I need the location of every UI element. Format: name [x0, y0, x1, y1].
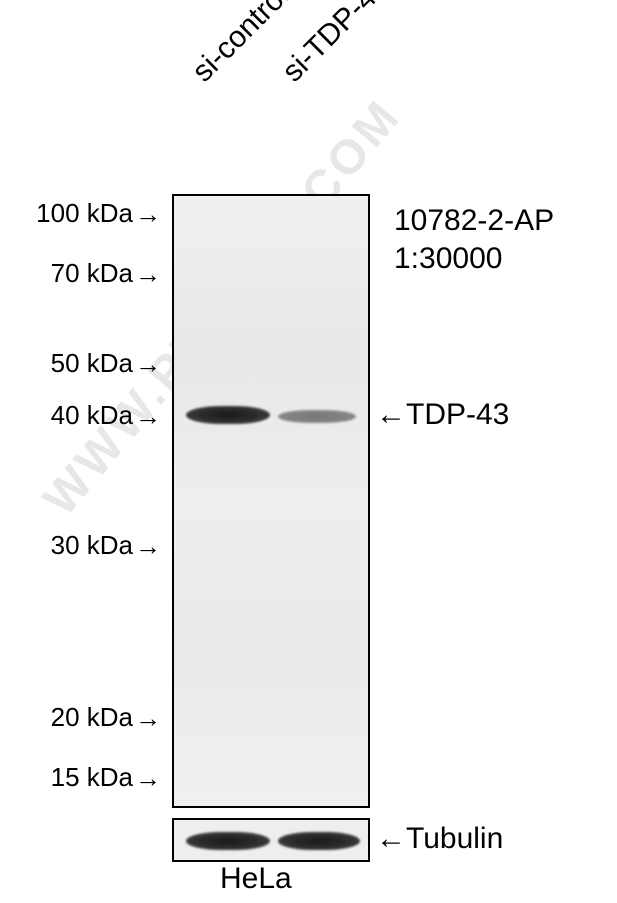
mw-label: 50 kDa: [0, 348, 135, 379]
arrow-right-icon: →: [135, 201, 161, 227]
mw-label: 30 kDa: [0, 530, 135, 561]
antibody-dilution-label: 1:30000: [394, 242, 502, 276]
antibody-catalog-label: 10782-2-AP: [394, 204, 554, 238]
tdp43-text: TDP-43: [406, 398, 509, 431]
mw-label: 20 kDa: [0, 702, 135, 733]
band-label-tdp43: ←TDP-43: [376, 398, 509, 432]
mw-label: 70 kDa: [0, 258, 135, 289]
lane-label-control: si-control: [186, 0, 296, 89]
blot-tubulin-membrane: [172, 818, 370, 862]
mw-label: 40 kDa: [0, 400, 135, 431]
mw-marker-70: 70 kDa →: [0, 258, 161, 289]
arrow-right-icon: →: [135, 765, 161, 791]
mw-marker-50: 50 kDa →: [0, 348, 161, 379]
blot-main-membrane: [172, 194, 370, 808]
band-tdp43-knockdown: [278, 410, 356, 423]
arrow-right-icon: →: [135, 533, 161, 559]
arrow-right-icon: →: [135, 351, 161, 377]
band-tubulin-control: [186, 832, 270, 850]
arrow-left-icon: ←: [376, 398, 406, 431]
mw-marker-15: 15 kDa →: [0, 762, 161, 793]
mw-marker-100: 100 kDa →: [0, 198, 161, 229]
mw-marker-40: 40 kDa →: [0, 400, 161, 431]
mw-label: 100 kDa: [0, 198, 135, 229]
mw-marker-20: 20 kDa →: [0, 702, 161, 733]
mw-marker-30: 30 kDa →: [0, 530, 161, 561]
mw-label: 15 kDa: [0, 762, 135, 793]
arrow-right-icon: →: [135, 403, 161, 429]
band-label-tubulin: ←Tubulin: [376, 822, 503, 856]
arrow-right-icon: →: [135, 261, 161, 287]
arrow-right-icon: →: [135, 705, 161, 731]
sample-label: HeLa: [220, 862, 292, 896]
tubulin-text: Tubulin: [406, 822, 503, 855]
figure-container: WWW.PTGLAB.COM si-control si-TDP-43 100 …: [0, 0, 617, 903]
band-tdp43-control: [186, 406, 270, 424]
lane-label-tdp43: si-TDP-43: [276, 0, 396, 89]
band-tubulin-knockdown: [278, 832, 360, 850]
arrow-left-icon: ←: [376, 822, 406, 855]
